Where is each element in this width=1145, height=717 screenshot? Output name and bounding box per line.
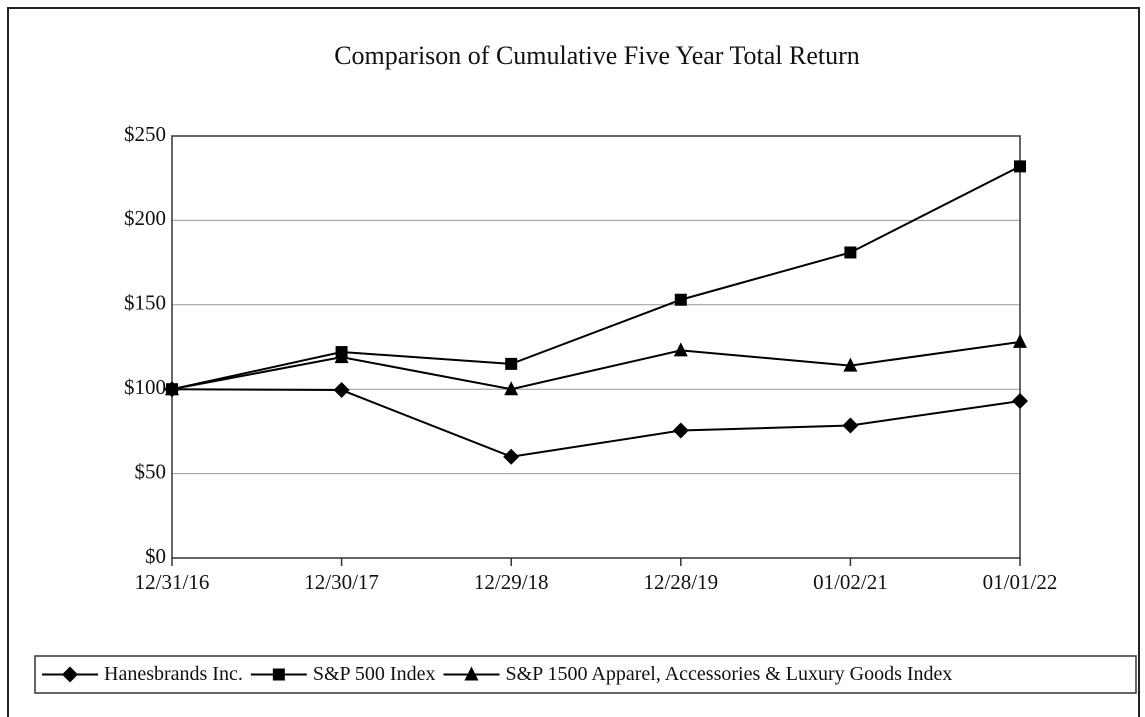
x-tick-label: 01/02/21 <box>813 570 888 594</box>
marker <box>333 382 350 399</box>
marker <box>672 422 689 439</box>
marker <box>1012 393 1028 410</box>
legend-label: Hanesbrands Inc. <box>104 663 243 685</box>
y-tick-label: $150 <box>124 291 166 315</box>
marker <box>843 357 858 372</box>
marker <box>464 666 479 681</box>
y-tick-label: $200 <box>124 206 166 230</box>
y-tick-label: $0 <box>145 544 166 568</box>
marker <box>334 349 349 364</box>
legend-label: S&P 1500 Apparel, Accessories & Luxury G… <box>505 663 952 685</box>
marker <box>674 293 687 306</box>
y-tick-label: $250 <box>124 122 166 146</box>
marker <box>505 357 518 370</box>
chart-title: Comparison of Cumulative Five Year Total… <box>334 41 860 70</box>
marker <box>1014 160 1026 173</box>
marker <box>165 381 179 396</box>
marker <box>842 417 859 434</box>
y-tick-label: $100 <box>124 375 166 399</box>
marker <box>844 246 857 259</box>
legend-label: S&P 500 Index <box>313 663 436 685</box>
x-tick-label: 12/30/17 <box>304 570 379 594</box>
frame <box>7 7 1140 717</box>
series-line <box>171 165 1021 391</box>
marker <box>503 448 520 465</box>
marker <box>504 381 519 396</box>
x-tick-label: 12/31/16 <box>135 570 210 594</box>
x-tick-label: 12/28/19 <box>643 570 718 594</box>
series-line <box>171 388 1021 458</box>
marker <box>272 668 285 681</box>
series-line <box>171 340 1021 391</box>
marker <box>673 342 688 357</box>
x-tick-label: 12/29/18 <box>474 570 549 594</box>
marker <box>1013 333 1027 348</box>
marker <box>62 666 78 683</box>
plot-area <box>171 135 1021 559</box>
y-tick-label: $50 <box>135 459 167 483</box>
x-tick-label: 01/01/22 <box>983 570 1058 594</box>
legend-box <box>34 655 1137 694</box>
